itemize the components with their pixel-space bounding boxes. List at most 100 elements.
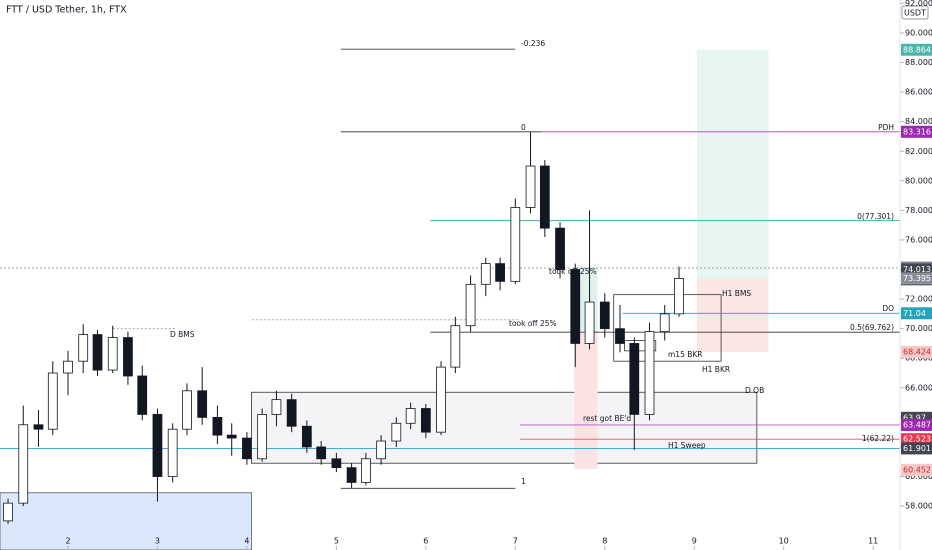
candle-body <box>212 416 223 436</box>
candle-body <box>257 414 268 460</box>
candle-body <box>182 390 192 430</box>
candle-body <box>361 458 371 483</box>
annotation: PDH <box>878 123 894 132</box>
candle-body <box>405 408 416 424</box>
annotation: took off 25% <box>509 319 557 328</box>
price-label: 62.523 <box>903 435 931 444</box>
annotation: 0(77.301) <box>857 212 894 221</box>
zone <box>574 331 598 470</box>
price-label: 74.013 <box>903 265 931 274</box>
price-label-bg <box>901 433 932 446</box>
annotation: DO <box>882 304 894 313</box>
candle-body <box>525 165 536 208</box>
x-tick-label: 11 <box>868 537 878 546</box>
candle-body <box>510 207 521 282</box>
price-label-bg <box>901 418 932 431</box>
candle-body <box>644 331 655 415</box>
price-label-bg <box>901 263 932 276</box>
price-label: 60.452 <box>903 465 931 474</box>
price-label-bg <box>901 345 932 358</box>
annotation: D BMS <box>170 330 195 339</box>
annotation: H1 BKR <box>702 365 730 374</box>
y-tick-label: 90.000 <box>905 28 932 37</box>
candle-body <box>539 165 550 229</box>
x-tick-label: 5 <box>334 537 339 546</box>
candle-body <box>659 313 670 333</box>
candle-body <box>47 372 58 430</box>
x-tick-label: 6 <box>423 537 428 546</box>
x-tick-label: 3 <box>155 537 160 546</box>
zone <box>696 278 769 352</box>
candle-body <box>674 278 684 315</box>
price-label: 61.901 <box>903 444 931 453</box>
price-label: 68.424 <box>903 347 931 356</box>
candle-body <box>391 422 402 442</box>
x-tick-label: 8 <box>602 537 607 546</box>
price-label: 71.04 <box>903 309 926 318</box>
x-tick-label: 7 <box>513 537 518 546</box>
y-tick-label: 78.000 <box>905 206 932 215</box>
annotation: m15 BKR <box>668 350 703 359</box>
annotation: 1 <box>521 477 526 486</box>
candle-body <box>420 408 431 433</box>
price-label-bg <box>901 125 932 138</box>
y-tick-label: 70.000 <box>905 324 932 333</box>
candle-body <box>436 366 446 433</box>
candle-body <box>197 390 208 418</box>
candle-body <box>331 458 342 469</box>
candle-body <box>242 437 252 460</box>
y-tick-label: 82.000 <box>905 147 932 156</box>
candle-body <box>33 424 44 430</box>
candle-body <box>286 399 297 427</box>
annotation: H1 BMS <box>722 289 751 298</box>
zone <box>250 391 758 464</box>
x-tick-label: 2 <box>65 537 70 546</box>
x-tick-label: 4 <box>244 537 249 546</box>
price-label: 88.864 <box>903 45 931 54</box>
candle-body <box>271 399 282 415</box>
y-tick-label: 66.000 <box>905 383 932 392</box>
candle-body <box>137 375 148 415</box>
price-label-bg <box>901 307 932 320</box>
candle-body <box>107 337 118 371</box>
y-tick-label: 58.000 <box>905 502 932 511</box>
chart-title: FTT / USD Tether, 1h, FTX <box>6 5 127 16</box>
candle-body <box>78 334 89 362</box>
candle-body <box>226 434 237 439</box>
candle-body <box>376 440 386 460</box>
candle-body <box>480 263 491 285</box>
candle-body <box>555 227 565 270</box>
candle-body <box>18 424 29 504</box>
price-label: 83.316 <box>903 127 931 136</box>
price-label: 63.487 <box>903 420 931 429</box>
y-tick-label: 68.000 <box>905 354 932 363</box>
candle-body <box>615 328 625 344</box>
zone <box>696 49 769 279</box>
currency-box[interactable] <box>901 5 929 20</box>
candle-body <box>3 502 13 522</box>
annotation: -0.236 <box>521 39 545 48</box>
candle-body <box>152 414 163 477</box>
candle-body <box>465 283 476 327</box>
candle-body <box>495 263 505 282</box>
y-tick-label: 76.000 <box>905 235 932 244</box>
annotation: H1 Sweep <box>668 441 706 450</box>
candle-body <box>346 467 357 483</box>
y-tick-label: 72.000 <box>905 295 932 304</box>
currency: USDT <box>904 9 926 18</box>
annotation: 1(62.22) <box>862 434 894 443</box>
candle-body <box>570 269 581 344</box>
price-label-bg <box>901 272 932 285</box>
candle-body <box>63 360 73 374</box>
candle-body <box>92 334 103 371</box>
y-tick-label: 84.000 <box>905 117 932 126</box>
candle-body <box>167 428 178 477</box>
annotation: D OB <box>745 386 764 395</box>
x-tick-label: 9 <box>692 537 697 546</box>
candle-body <box>629 343 640 415</box>
price-label-bg <box>901 43 932 56</box>
plot-area <box>0 48 900 550</box>
price-label-bg <box>901 442 932 455</box>
zone <box>0 492 252 550</box>
